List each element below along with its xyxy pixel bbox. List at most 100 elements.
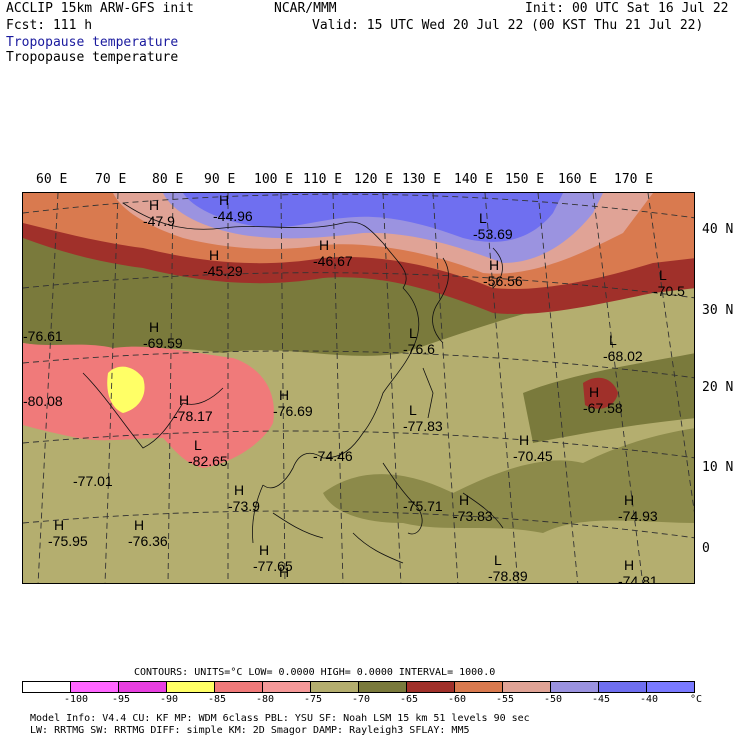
- extremum-marker: H-44.96: [213, 193, 253, 224]
- extremum-value: -77.01: [73, 473, 113, 489]
- extremum-letter: H: [624, 557, 634, 573]
- extremum-marker: H-77.65: [253, 542, 293, 574]
- extremum-value: -78.17: [173, 408, 213, 424]
- extremum-value: -78.89: [488, 568, 528, 584]
- colorbar-label: -90: [160, 694, 179, 705]
- extremum-letter: H: [259, 542, 269, 558]
- extremum-letter: L: [194, 437, 202, 453]
- extremum-value: -75.71: [403, 498, 443, 514]
- extremum-value: -74.93: [618, 508, 658, 524]
- extremum-letter: L: [659, 267, 667, 283]
- extremum-letter: L: [409, 402, 417, 418]
- extremum-value: -69.59: [143, 335, 183, 351]
- extremum-marker: H-78.17: [173, 392, 213, 424]
- lat-label: 20 N: [702, 380, 734, 395]
- extremum-marker: H-73.83: [453, 492, 493, 524]
- extremum-value: -56.56: [483, 273, 523, 289]
- extremum-marker: -76.61: [23, 328, 63, 344]
- lat-label: 30 N: [702, 303, 734, 318]
- extremum-letter: H: [319, 237, 329, 253]
- extremum-letter: H: [219, 193, 229, 208]
- colorbar-unit: °C: [690, 694, 703, 705]
- extremum-marker: H-76.36: [128, 517, 168, 549]
- colorbar-swatch: [647, 682, 694, 692]
- extremum-marker: -75.71: [403, 498, 443, 514]
- valid-time: Valid: 15 UTC Wed 20 Jul 22 (00 KST Thu …: [312, 18, 704, 33]
- extremum-letter: H: [54, 517, 64, 533]
- extremum-letter: L: [609, 332, 617, 348]
- field-patch-red: [583, 377, 618, 409]
- extremum-marker: H-76.69: [273, 387, 313, 419]
- extremum-value: -77.83: [403, 418, 443, 434]
- extremum-letter: H: [209, 247, 219, 263]
- extremum-letter: H: [234, 482, 244, 498]
- extremum-letter: L: [494, 552, 502, 568]
- graticule: [23, 193, 694, 583]
- extremum-marker: L-53.69: [473, 210, 513, 242]
- lon-label: 70 E: [95, 172, 127, 187]
- extremum-marker: H-45.29: [203, 247, 243, 279]
- extremum-marker: H-74: [273, 564, 293, 583]
- extremum-letter: H: [519, 432, 529, 448]
- tropopause-temperature-map: H -47.9 H -44.96 H -45.29 H -46.67 L -53.69 H -56.5…: [22, 192, 695, 584]
- extremum-value: -74.81: [618, 573, 658, 584]
- lon-label: 120 E: [354, 172, 394, 187]
- colorbar: [22, 681, 695, 693]
- extremum-marker: H-73.9: [228, 482, 260, 514]
- colorbar-label: -50: [544, 694, 563, 705]
- lon-label: 170 E: [614, 172, 654, 187]
- extremum-letter: H: [589, 384, 599, 400]
- model-info-line2: LW: RRTMG SW: RRTMG DIFF: simple KM: 2D …: [30, 725, 470, 736]
- extremum-value: -76.61: [23, 328, 63, 344]
- lon-label: 100 E: [254, 172, 294, 187]
- extremum-value: -46.67: [313, 253, 353, 269]
- field-title-secondary: Tropopause temperature: [6, 50, 179, 65]
- colorbar-swatch: [167, 682, 215, 692]
- extremum-value: -80.08: [23, 393, 63, 409]
- map-canvas: H-47.9H-44.96H-45.29H-46.67L-53.69H-56.5…: [23, 193, 694, 584]
- extremum-value: -67.58: [583, 400, 623, 416]
- extremum-value: -75.95: [48, 533, 88, 549]
- colorbar-swatch: [215, 682, 263, 692]
- extremum-marker: -80.08: [23, 393, 63, 409]
- extremum-marker: H-56.56: [483, 257, 523, 289]
- lat-label: 40 N: [702, 222, 734, 237]
- extremum-marker: H-75.95: [48, 517, 88, 549]
- colorbar-label: -95: [112, 694, 131, 705]
- extremum-value: -70.45: [513, 448, 553, 464]
- field-band-blue: [183, 193, 563, 242]
- extremum-marker: L-77.83: [403, 402, 443, 434]
- extremum-marker: H-47.9: [143, 197, 175, 229]
- model-info-line1: Model Info: V4.4 CU: KF MP: WDM 6class P…: [30, 713, 530, 724]
- lon-label: 80 E: [152, 172, 184, 187]
- extremum-value: -77.65: [253, 558, 293, 574]
- extremum-letter: H: [179, 392, 189, 408]
- extremum-letter: L: [409, 325, 417, 341]
- colorbar-label: -75: [304, 694, 323, 705]
- extremum-value: -82.65: [188, 453, 228, 469]
- extremum-marker: -77.01: [73, 473, 113, 489]
- extremum-value: -76.69: [273, 403, 313, 419]
- extremum-letter: H: [149, 197, 159, 213]
- contour-info: CONTOURS: UNITS=°C LOW= 0.0000 HIGH= 0.0…: [134, 667, 496, 678]
- extremum-letter: H: [134, 517, 144, 533]
- init-time: Init: 00 UTC Sat 16 Jul 22: [525, 1, 729, 16]
- field-region-pink: [23, 343, 274, 468]
- extremum-marker: L-68.02: [603, 332, 643, 364]
- extremum-letter: H: [624, 492, 634, 508]
- colorbar-swatch: [503, 682, 551, 692]
- extremum-value: -76.36: [128, 533, 168, 549]
- colorbar-label: -55: [496, 694, 515, 705]
- extremum-marker: L-76.6: [403, 325, 435, 357]
- model-title: ACCLIP 15km ARW-GFS init: [6, 1, 194, 16]
- colorbar-swatch: [455, 682, 503, 692]
- lon-label: 110 E: [303, 172, 343, 187]
- extremum-value: -76.6: [403, 341, 435, 357]
- extremum-marker: H-46.67: [313, 237, 353, 269]
- extremum-marker: H-69.59: [143, 319, 183, 351]
- extremum-value: -73.9: [228, 498, 260, 514]
- extremum-value: -47.9: [143, 213, 175, 229]
- colorbar-swatch: [551, 682, 599, 692]
- extremum-value: -74.46: [313, 448, 353, 464]
- extremum-letter: H: [279, 387, 289, 403]
